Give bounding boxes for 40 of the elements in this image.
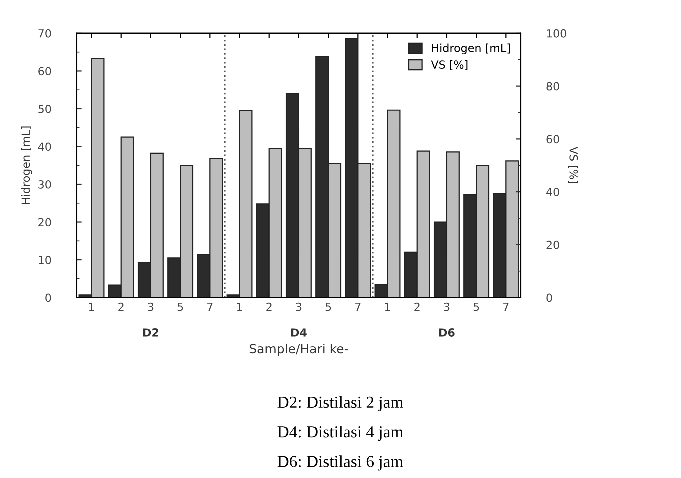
y-tick-label: 70 [38, 29, 52, 38]
text: D4 [292, 328, 307, 337]
y-tick-label: 30 [38, 180, 52, 189]
y2-tick-label: 80 [546, 82, 560, 91]
legend-label: Hidrogen [mL] [432, 44, 510, 55]
y2-tick-label: 100 [547, 29, 566, 38]
x-tick-label: 1 [89, 302, 94, 312]
y-tick-label: 40 [38, 142, 52, 152]
y-tick-label: 50 [38, 104, 52, 114]
y2-tick-label: 40 [546, 188, 560, 196]
x-tick-label: 7 [208, 302, 213, 312]
y2-axis-title: VS [%] [568, 147, 578, 184]
x-tick-label: 3 [444, 302, 450, 312]
text: D6 [440, 328, 455, 337]
x-tick-label: 7 [504, 302, 509, 312]
text: D6: Distilasi 6 jam [278, 456, 404, 471]
x-tick-label: 5 [326, 302, 332, 312]
x-tick-label: 5 [178, 302, 184, 312]
y-tick-label: 0 [46, 294, 52, 302]
legend-label: VS [%] [431, 60, 468, 70]
x-tick-label: 7 [356, 302, 361, 312]
x-tick-label: 2 [414, 302, 420, 312]
text: D2: Distilasi 2 jam [278, 396, 404, 412]
y-tick-label: 60 [38, 67, 52, 76]
y-tick-label: 20 [38, 218, 52, 227]
x-axis-title: Sample/Hari ke- [250, 344, 348, 356]
x-tick-label: 3 [148, 302, 154, 312]
y-tick-label: 10 [39, 256, 52, 264]
y2-tick-label: 60 [546, 135, 560, 144]
x-tick-label: 1 [385, 302, 390, 312]
y2-tick-label: 0 [546, 294, 552, 302]
text: D2 [144, 328, 158, 337]
x-tick-label: 1 [237, 302, 242, 312]
x-tick-label: 3 [296, 302, 302, 312]
text: D4: Distilasi 4 jam [278, 426, 404, 442]
x-tick-label: 5 [474, 302, 480, 312]
y-axis-title: Hidrogen [mL] [22, 126, 32, 204]
y2-tick-label: 20 [546, 240, 560, 250]
x-tick-label: 2 [118, 302, 124, 312]
x-tick-label: 2 [266, 302, 272, 312]
